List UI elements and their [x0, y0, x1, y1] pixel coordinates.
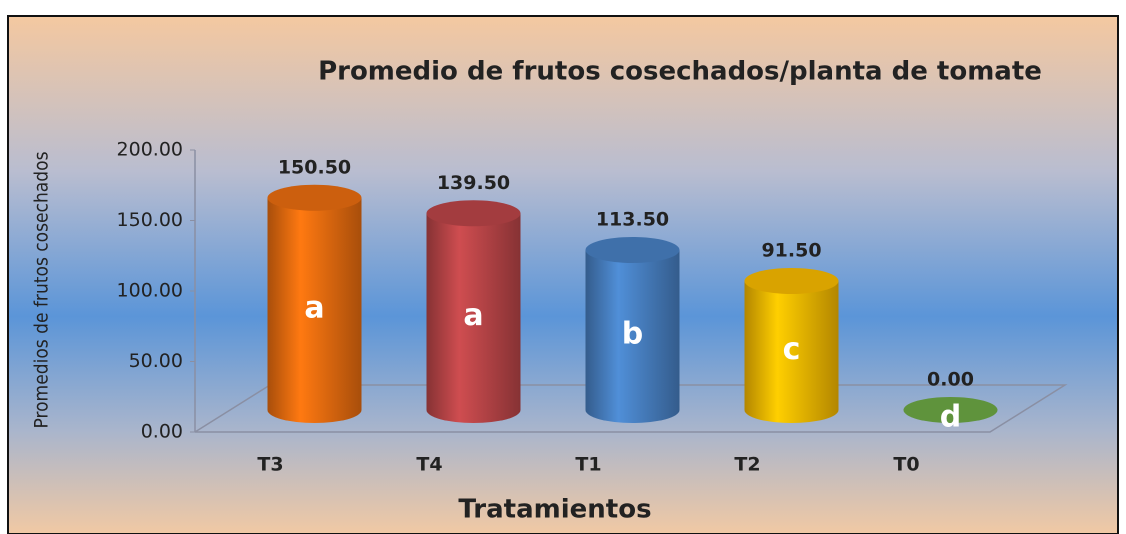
bar-top	[585, 236, 680, 263]
bar-top	[744, 267, 839, 294]
value-label: 150.50	[278, 156, 351, 178]
bar-bottom	[426, 397, 521, 423]
x-tick-label: T0	[893, 454, 919, 476]
bar-bottom	[585, 397, 680, 423]
y-tick-label: 50.00	[129, 350, 183, 372]
group-letter: a	[463, 298, 483, 333]
chart-title: Promedio de frutos cosechados/planta de …	[318, 57, 1042, 87]
y-tick-label: 150.00	[117, 209, 183, 231]
value-label: 113.50	[596, 208, 669, 230]
x-tick-label: T4	[416, 454, 442, 476]
value-label: 139.50	[437, 172, 510, 194]
x-tick-label: T3	[257, 454, 283, 476]
bar	[744, 280, 839, 410]
y-axis-label: Promedios de frutos cosechados	[31, 151, 53, 428]
group-letter: c	[783, 332, 801, 367]
group-letter: a	[304, 290, 324, 325]
value-label: 0.00	[927, 369, 974, 391]
bar-bottom	[267, 397, 362, 423]
bar-top	[267, 184, 362, 211]
x-axis-label: Tratamientos	[458, 495, 651, 525]
y-tick-label: 100.00	[117, 280, 183, 302]
y-tick-label: 200.00	[117, 139, 183, 161]
background	[7, 15, 1119, 534]
y-tick-label: 0.00	[141, 421, 183, 443]
x-tick-label: T2	[734, 454, 760, 476]
bar	[426, 213, 521, 410]
bar-top	[426, 200, 521, 227]
bar-bottom	[744, 397, 839, 423]
group-letter: b	[622, 316, 643, 351]
bar-top	[903, 397, 998, 423]
bar	[585, 249, 680, 410]
x-tick-label: T1	[575, 454, 601, 476]
value-label: 91.50	[761, 239, 821, 261]
bar	[267, 197, 362, 410]
group-letter: d	[940, 400, 961, 435]
